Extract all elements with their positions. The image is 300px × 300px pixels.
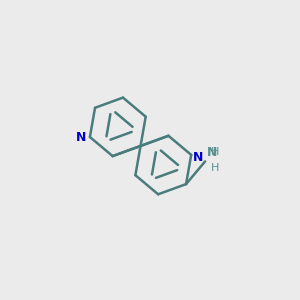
Text: N: N [206, 146, 217, 159]
Text: H: H [211, 163, 219, 173]
Text: N: N [193, 151, 203, 164]
Text: N: N [76, 130, 86, 143]
Text: H: H [211, 147, 219, 157]
